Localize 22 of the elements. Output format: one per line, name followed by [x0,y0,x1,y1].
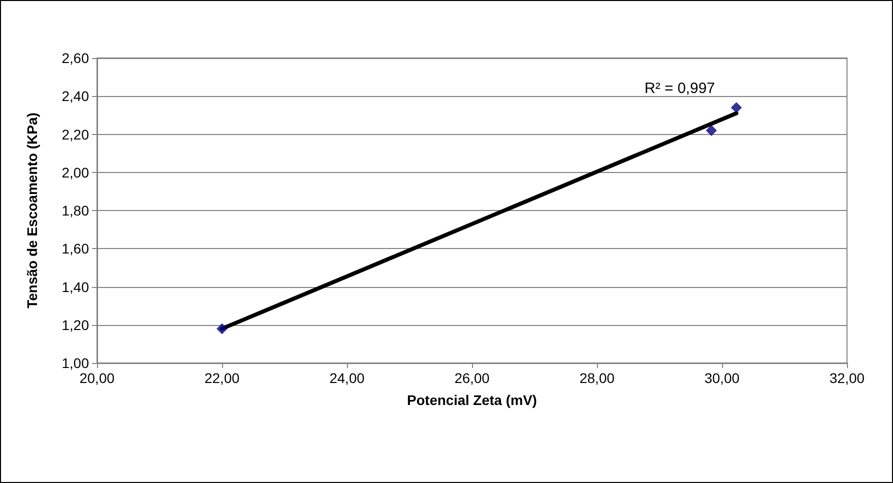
y-tick-label: 1,20 [62,316,90,333]
y-tick-label: 2,40 [62,88,90,104]
x-tick-label: 32,00 [829,370,865,386]
x-tick-label: 30,00 [704,370,740,386]
annotation: R² = 0,997 [644,80,716,97]
point [730,102,742,114]
x-tick-label: 24,00 [329,370,365,386]
y-axis-title: Tensão de Escoamento (KPa) [24,112,40,308]
x-axis-title: Potencial Zeta (mV) [407,392,537,408]
x-tick-label: 28,00 [579,370,615,386]
x-tick-label: 22,00 [204,370,240,386]
x-tick-label: 26,00 [454,370,490,386]
point [216,323,228,334]
point [706,124,717,136]
x-tick-label: 20,00 [79,370,115,386]
y-tick-label: 2,00 [62,164,90,180]
y-tick-label: 1,40 [62,278,90,295]
y-tick-label: 1,00 [62,355,90,371]
y-tick-label: 2,60 [62,50,90,66]
y-tick-label: 1,80 [62,202,90,218]
y-tick-label: 2,20 [62,126,90,142]
y-tick-label: 1,60 [62,240,90,257]
